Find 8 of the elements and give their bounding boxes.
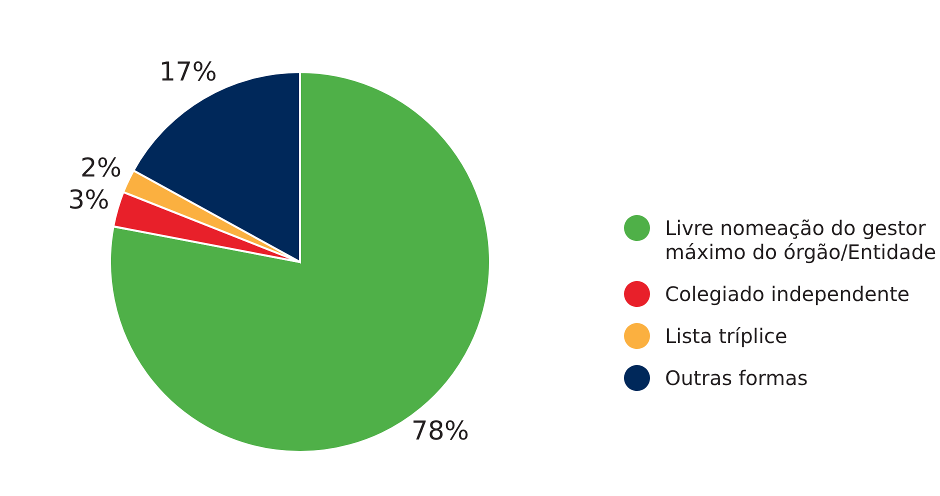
data-label: 2%: [80, 153, 122, 184]
data-label: 78%: [411, 416, 470, 447]
data-label: 3%: [68, 186, 110, 216]
legend-label: Livre nomeação do gestor máximo do órgão/Entidade: [665, 216, 936, 264]
legend-label: Colegiado independente: [665, 282, 910, 306]
legend-label: Outras formas: [665, 366, 808, 390]
legend-label: Lista tríplice: [665, 324, 788, 348]
data-label: 17%: [159, 58, 217, 88]
